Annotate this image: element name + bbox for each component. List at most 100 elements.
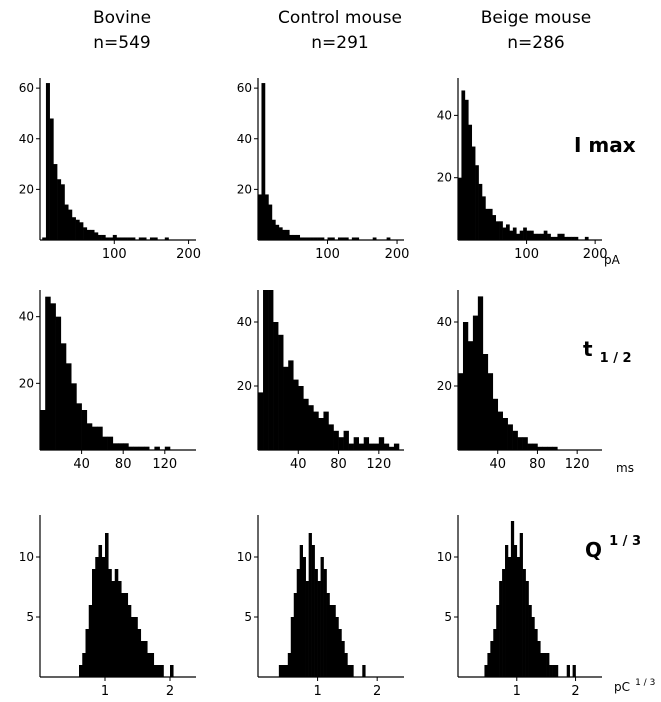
histogram-bar: [308, 533, 312, 677]
histogram-bar: [150, 653, 155, 677]
panel-thalf-bovine: 20 40 40 80 120: [19, 290, 196, 472]
x-tick-label: 1: [313, 684, 321, 699]
histogram-bar: [97, 426, 103, 450]
y-tick-label: 10: [19, 550, 34, 564]
histogram-bar: [344, 237, 349, 240]
histogram-bar: [525, 581, 529, 677]
histogram-bar: [554, 665, 559, 677]
histogram-bar: [519, 533, 523, 677]
histogram-bar: [328, 424, 334, 450]
histogram-bar: [546, 653, 550, 677]
histogram-bar: [534, 629, 538, 677]
histogram-bar: [131, 237, 136, 240]
histogram-bar: [303, 237, 307, 240]
histogram-bar: [60, 343, 67, 450]
histogram-bar: [372, 237, 377, 240]
histogram-bar: [149, 237, 154, 240]
histogram-bar: [317, 237, 321, 240]
histogram-bar: [293, 593, 298, 677]
histogram-bar: [94, 232, 99, 240]
histogram-bar: [290, 617, 295, 677]
histogram-bar: [347, 665, 351, 677]
y-tick-label: 20: [437, 379, 452, 393]
col-n-control: n=291: [311, 33, 368, 53]
histogram-bar: [278, 334, 284, 450]
histogram-bar: [71, 383, 77, 450]
histogram-bar: [557, 233, 562, 240]
histogram-bar: [492, 215, 497, 240]
histogram-bar: [45, 83, 50, 240]
histogram-bar: [112, 443, 119, 450]
histogram-bar: [567, 236, 572, 240]
histogram-bar: [102, 436, 108, 450]
x-tick-label: 80: [529, 457, 546, 472]
y-tick-label: 20: [19, 376, 34, 390]
histogram-bar: [507, 557, 512, 677]
histogram-bar: [532, 443, 538, 450]
histogram-bar: [308, 405, 314, 450]
histogram-bar: [79, 665, 83, 677]
x-tick-label: 2: [166, 684, 174, 699]
histogram-bar: [341, 237, 346, 240]
row-label-t-main: t: [583, 337, 593, 361]
histogram-bar: [350, 665, 354, 677]
histogram-bar: [83, 227, 88, 240]
histogram-bar: [507, 424, 513, 450]
x-tick-label: 100: [102, 247, 127, 262]
panel-q-control: 5 10 1 2: [237, 515, 404, 699]
histogram-bar: [75, 219, 80, 240]
histogram-bar: [268, 204, 273, 240]
histogram-bar: [531, 617, 535, 677]
histogram-bar: [314, 569, 318, 677]
panel-thalf-control: 20 40 40 80 120: [237, 290, 404, 472]
col-title-beige: Beige mouse: [481, 8, 592, 28]
histogram-bar: [512, 430, 518, 450]
unit-pc-main: pC: [614, 680, 630, 694]
histogram-bar: [310, 237, 314, 240]
histogram-bar: [138, 237, 143, 240]
y-tick-label: 40: [237, 315, 252, 329]
histogram-bar: [111, 581, 116, 677]
histogram-bar: [261, 83, 266, 240]
panel-imax-control: 20 40 60 100 200: [237, 78, 409, 262]
histogram-bar: [533, 233, 538, 240]
histogram-bar: [313, 237, 318, 240]
histogram-bar: [505, 545, 509, 677]
unit-pc-cuberoot: pC 1 / 3: [614, 676, 655, 695]
histogram-bar: [302, 557, 306, 677]
histogram-bar: [121, 593, 125, 677]
histogram-bar: [488, 208, 493, 240]
row-label-q-sup: 1 / 3: [609, 534, 641, 549]
col-title-control: Control mouse: [278, 8, 402, 28]
histogram-bar: [273, 322, 279, 450]
histogram-bar: [343, 430, 349, 450]
histogram-bar: [296, 234, 301, 240]
y-tick-label: 10: [237, 550, 252, 564]
histogram-bar: [144, 641, 148, 677]
histogram-bar: [42, 237, 47, 240]
histogram-bar: [164, 237, 169, 240]
histogram-bar: [71, 217, 76, 240]
histogram-bar: [123, 237, 128, 240]
histogram-bar: [458, 177, 462, 240]
histogram-bar: [109, 237, 114, 240]
y-tick-label: 40: [437, 108, 452, 122]
unit-pa: pA: [604, 253, 621, 267]
histogram-bar: [153, 665, 158, 677]
histogram-bar: [353, 437, 359, 450]
histogram-bar: [482, 354, 489, 450]
y-tick-label: 40: [437, 315, 452, 329]
histogram-bar: [306, 237, 311, 240]
histogram-bar: [519, 230, 524, 240]
histogram-bar: [512, 227, 517, 240]
histogram-bar: [338, 629, 342, 677]
histogram-bar: [275, 224, 280, 240]
histogram-bar: [153, 237, 158, 240]
histogram-bar: [90, 229, 95, 241]
histogram-bar: [368, 443, 375, 450]
histogram-bar: [138, 446, 145, 450]
histogram-bar: [522, 437, 528, 450]
histogram-bar: [131, 617, 135, 677]
histogram-bar: [123, 443, 129, 450]
histogram-bar: [118, 443, 124, 450]
